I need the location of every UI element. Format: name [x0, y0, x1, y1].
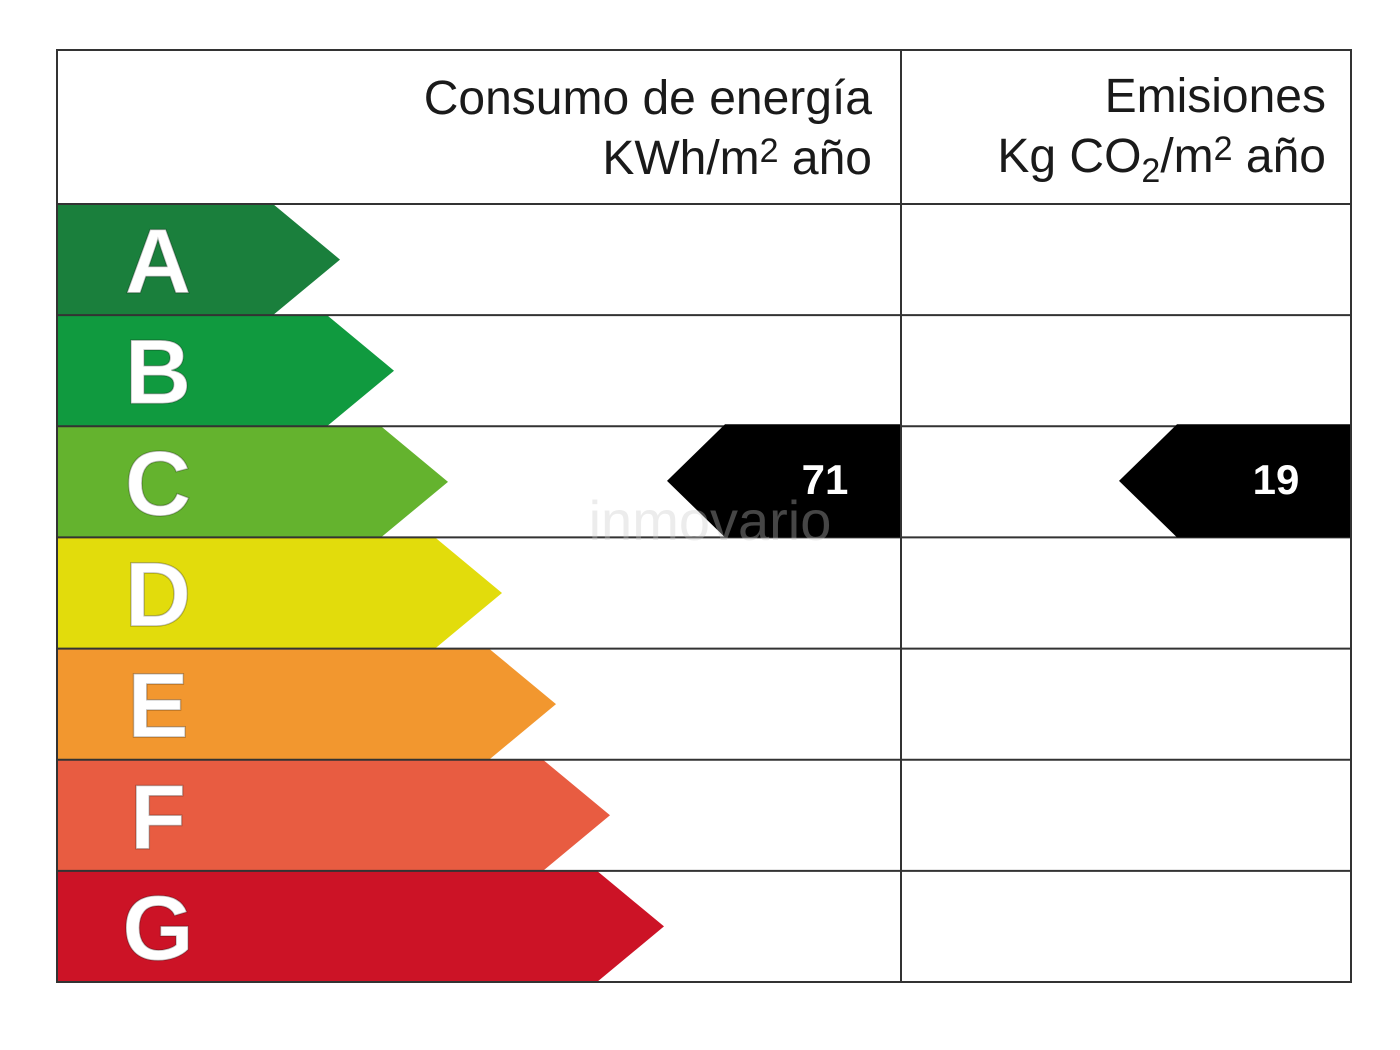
rating-value: 71: [802, 456, 849, 503]
class-arrow: [57, 870, 664, 982]
table-border: [56, 49, 1352, 983]
class-arrow: [57, 759, 610, 871]
unit-part: 2: [1214, 130, 1233, 168]
rating-value: 19: [1253, 456, 1300, 503]
class-arrow: [57, 537, 502, 649]
class-letter: F: [130, 766, 186, 868]
emissions-title: Emisiones: [1105, 70, 1326, 123]
class-arrow: [57, 426, 448, 538]
class-letter: G: [122, 877, 194, 979]
class-arrow: [57, 315, 394, 427]
class-letter: C: [125, 433, 191, 535]
unit-part: año: [1233, 130, 1326, 183]
energy-unit: KWh/m2 año: [602, 132, 872, 185]
rating-arrow: [1119, 424, 1351, 538]
unit-part: 2: [1141, 152, 1160, 190]
unit-part: Kg CO: [997, 130, 1141, 183]
unit-part: /m: [1160, 130, 1213, 183]
class-letter: D: [125, 544, 191, 646]
class-letter: A: [125, 211, 191, 313]
unit-part: año: [779, 132, 872, 185]
class-letter: B: [125, 322, 191, 424]
class-letter: E: [127, 655, 188, 757]
energy-title: Consumo de energía: [424, 72, 873, 125]
unit-part: 2: [760, 132, 779, 170]
rating-arrow: [667, 424, 901, 538]
class-arrow: [57, 204, 340, 316]
class-arrow: [57, 648, 556, 760]
unit-part: KWh/m: [602, 132, 759, 185]
emissions-unit: Kg CO2/m2 año: [997, 130, 1326, 190]
watermark: inmovario: [589, 489, 832, 552]
